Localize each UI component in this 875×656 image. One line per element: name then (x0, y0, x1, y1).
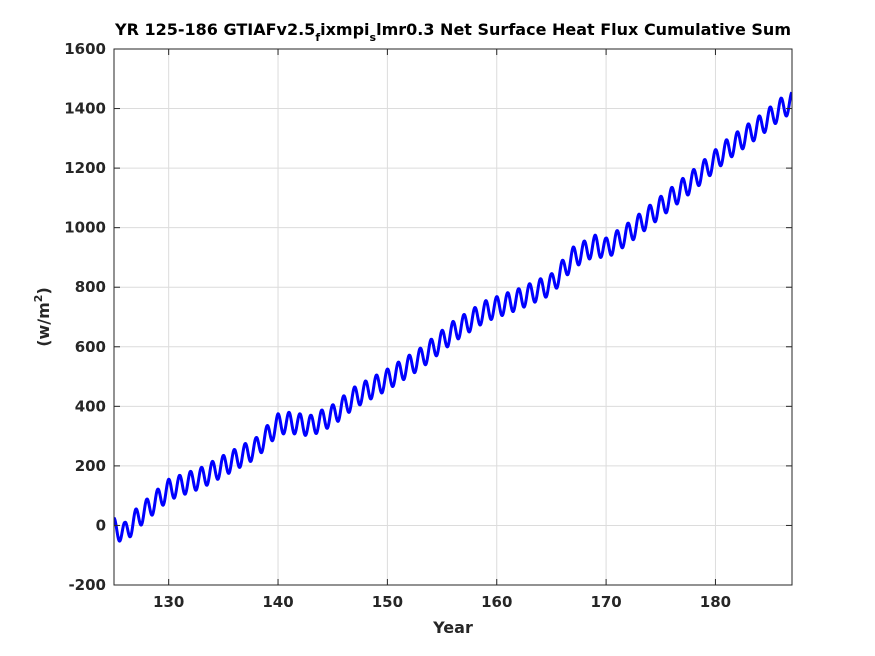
plot-frame (113, 48, 793, 586)
y-tick-label: 400 (75, 397, 106, 415)
y-tick-label: 1400 (64, 100, 106, 118)
title-main: YR 125-186 GTIAFv2.5 (114, 20, 315, 39)
y-tick-label: 1200 (64, 159, 106, 177)
series-line-0 (114, 91, 792, 543)
y-axis-title: (w/m2) (32, 287, 53, 347)
y-tick-label: 0 (96, 516, 106, 534)
y-tick-label: -200 (68, 576, 106, 594)
y-axis-title-superscript: 2 (32, 295, 45, 303)
y-tick-label: 800 (75, 278, 106, 296)
title-subscript-1: f (315, 31, 320, 44)
title-end: lmr0.3 Net Surface Heat Flux Cumulative … (376, 20, 791, 39)
x-axis-title: Year (432, 618, 473, 637)
x-tick-label: 130 (153, 593, 184, 611)
axis-ticks: 130 140 150 160 170 180 -200 0 200 400 600 800 1000 1… (64, 40, 792, 611)
y-tick-label: 600 (75, 338, 106, 356)
plot-area (114, 49, 792, 585)
y-tick-label: 1600 (64, 40, 106, 58)
x-tick-label: 170 (590, 593, 621, 611)
y-tick-label: 200 (75, 457, 106, 475)
x-tick-label: 150 (372, 593, 403, 611)
x-tick-label: 160 (481, 593, 512, 611)
x-tick-label: 180 (700, 593, 731, 611)
y-axis-title-close: ) (34, 287, 53, 294)
title-mid: ixmpi (320, 20, 369, 39)
chart-title: YR 125-186 GTIAFv2.5fixmpislmr0.3 Net Su… (114, 20, 791, 44)
y-tick-label: 1000 (64, 219, 106, 237)
series-layer (114, 91, 792, 543)
x-tick-label: 140 (262, 593, 293, 611)
y-axis-title-base: (w/m (34, 302, 53, 347)
title-subscript-2: s (370, 31, 377, 44)
